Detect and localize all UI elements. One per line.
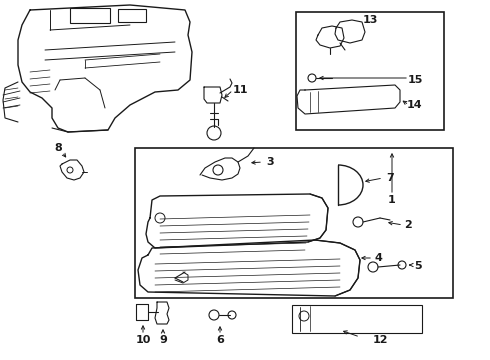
Text: 12: 12 [372,335,388,345]
Text: 15: 15 [407,75,423,85]
Bar [70,8,110,23]
Text: 4: 4 [374,253,382,263]
Text: 2: 2 [404,220,412,230]
Text: 11: 11 [232,85,248,95]
Bar [118,9,146,22]
Text: 10: 10 [135,335,151,345]
Text: 13: 13 [362,15,378,25]
Text: 8: 8 [54,143,62,153]
Text: 5: 5 [414,261,422,271]
Text: 7: 7 [386,173,394,183]
Text: 6: 6 [216,335,224,345]
Bar [296,12,444,130]
Text: 3: 3 [266,157,274,167]
Bar [135,148,453,298]
Text: 1: 1 [388,195,396,205]
Text: 9: 9 [159,335,167,345]
Bar [292,305,422,333]
Text: 14: 14 [407,100,423,110]
